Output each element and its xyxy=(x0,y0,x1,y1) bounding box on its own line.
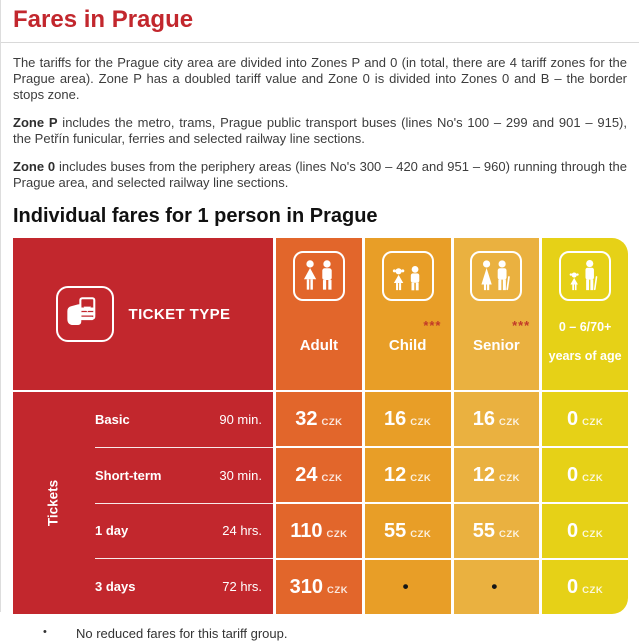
column-label-child: Child xyxy=(388,337,427,354)
fare-cell-1day-senior: 55 CZK xyxy=(453,504,540,558)
paragraph-zone-p: Zone P includes the metro, trams, Prague… xyxy=(13,115,627,147)
page-title: Fares in Prague xyxy=(13,6,194,33)
stars-marker: *** xyxy=(423,318,442,333)
ticket-type-label: TICKET TYPE xyxy=(128,305,231,323)
fare-cell-3days-adult: 310 CZK xyxy=(276,560,362,614)
row-label-3-days: 3 days 72 hrs. xyxy=(95,558,273,614)
tickets-vertical-label: Tickets xyxy=(45,479,61,527)
fare-cell-short-senior: 12 CZK xyxy=(453,448,540,502)
paragraph-bold: Zone P xyxy=(13,115,58,130)
row-duration: 72 hrs. xyxy=(222,579,262,595)
paragraph-text: The tariffs for the Prague city area are… xyxy=(13,55,627,102)
stars-marker: *** xyxy=(512,318,531,333)
row-duration: 90 min. xyxy=(219,411,262,427)
column-label-adult: Adult xyxy=(299,337,339,354)
children-icon xyxy=(381,251,434,301)
column-header-senior: *** Senior xyxy=(453,238,540,390)
paragraph-text: includes buses from the periphery areas … xyxy=(13,159,627,190)
senior-couple-icon xyxy=(470,251,523,301)
tickets-group-cell: Tickets Basic 90 min. Short-term 30 min. 1… xyxy=(13,392,273,614)
title-bar: Fares in Prague xyxy=(1,0,639,43)
paragraph-text: includes the metro, trams, Prague public… xyxy=(13,115,627,146)
column-header-child: *** Child xyxy=(364,238,451,390)
row-name: Basic xyxy=(95,411,130,427)
paragraph-tariffs: The tariffs for the Prague city area are… xyxy=(13,55,627,103)
column-label-age-range: 0 – 6/70+ xyxy=(558,320,612,334)
row-label-short-term: Short-term 30 min. xyxy=(95,446,273,503)
fare-cell-basic-age: 0 CZK xyxy=(542,392,628,446)
fare-cell-3days-child: • xyxy=(364,560,451,614)
fare-cell-basic-child: 16 CZK xyxy=(364,392,451,446)
fare-cell-1day-child: 55 CZK xyxy=(364,504,451,558)
row-label-basic: Basic 90 min. xyxy=(95,392,273,447)
row-labels: Basic 90 min. Short-term 30 min. 1 day 24 h… xyxy=(95,392,273,614)
fare-cell-basic-adult: 32 CZK xyxy=(276,392,362,446)
row-name: Short-term xyxy=(95,467,162,483)
fare-cell-short-adult: 24 CZK xyxy=(276,448,362,502)
row-duration: 30 min. xyxy=(219,467,262,483)
fare-cell-3days-senior: • xyxy=(453,560,540,614)
column-header-adult: Adult xyxy=(276,238,362,390)
column-header-age: 0 – 6/70+ years of age xyxy=(542,238,628,390)
footnote-text: No reduced fares for this tariff group. xyxy=(76,626,288,641)
fare-cell-1day-age: 0 CZK xyxy=(542,504,628,558)
column-label-senior: Senior xyxy=(473,337,520,354)
fare-cell-basic-senior: 16 CZK xyxy=(453,392,540,446)
section-heading: Individual fares for 1 person in Prague xyxy=(13,205,378,227)
ticket-in-hand-icon xyxy=(55,286,114,342)
paragraph-bold: Zone 0 xyxy=(13,159,56,174)
ticket-type-header: TICKET TYPE xyxy=(13,238,273,390)
adult-couple-icon xyxy=(292,251,345,301)
fare-table: TICKET TYPE Adult xyxy=(13,238,628,614)
fare-cell-short-child: 12 CZK xyxy=(364,448,451,502)
row-name: 1 day xyxy=(95,523,129,539)
paragraph-zone-0: Zone 0 includes buses from the periphery… xyxy=(13,159,627,191)
footnote-bullet: • xyxy=(43,626,47,638)
fare-cell-short-age: 0 CZK xyxy=(542,448,628,502)
row-duration: 24 hrs. xyxy=(222,523,262,539)
column-label-age-sub: years of age xyxy=(548,349,622,363)
content: The tariffs for the Prague city area are… xyxy=(1,55,639,641)
row-label-1-day: 1 day 24 hrs. xyxy=(95,502,273,559)
footnote: • No reduced fares for this tariff group… xyxy=(13,626,627,641)
row-name: 3 days xyxy=(95,579,136,595)
fare-cell-3days-age: 0 CZK xyxy=(542,560,628,614)
child-and-senior-icon xyxy=(559,251,612,301)
fare-cell-1day-adult: 110 CZK xyxy=(276,504,362,558)
